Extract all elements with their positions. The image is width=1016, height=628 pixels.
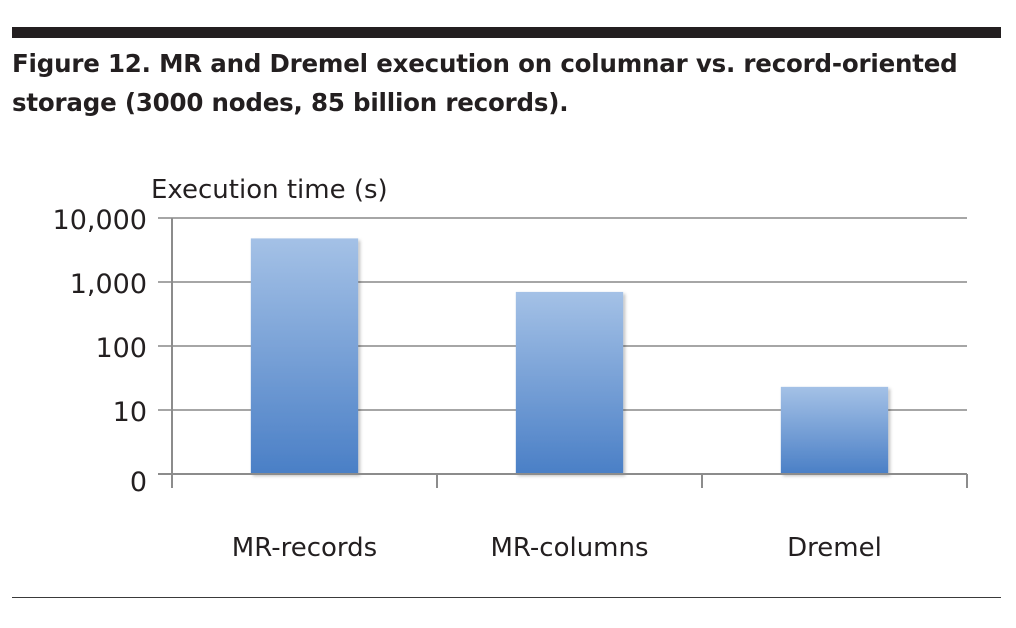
- axes: [158, 218, 968, 488]
- y-tick-label: 0: [130, 467, 147, 498]
- caption-line-1: Figure 12. MR and Dremel execution on co…: [12, 49, 958, 78]
- x-category-label: MR-records: [232, 533, 377, 563]
- bottom-rule: [12, 597, 1001, 598]
- bar: [250, 238, 359, 474]
- y-tick-labels: 0 10 100 1,000 10,000: [53, 205, 147, 498]
- x-category-label: Dremel: [787, 533, 882, 563]
- bars: [250, 238, 889, 474]
- y-axis-label: Execution time (s): [151, 175, 388, 205]
- y-tick-label: 10,000: [53, 205, 147, 236]
- y-tick-label: 10: [113, 397, 147, 428]
- y-tick-label: 100: [95, 333, 147, 364]
- x-category-label: MR-columns: [490, 533, 648, 563]
- category-labels: MR-records MR-columns Dremel: [232, 533, 882, 563]
- top-rule: [12, 27, 1001, 38]
- bar: [515, 291, 624, 474]
- y-tick-label: 1,000: [70, 269, 147, 300]
- bar: [780, 386, 889, 474]
- caption-line-2: storage (3000 nodes, 85 billion records)…: [12, 88, 569, 117]
- figure-caption: Figure 12. MR and Dremel execution on co…: [12, 44, 1004, 122]
